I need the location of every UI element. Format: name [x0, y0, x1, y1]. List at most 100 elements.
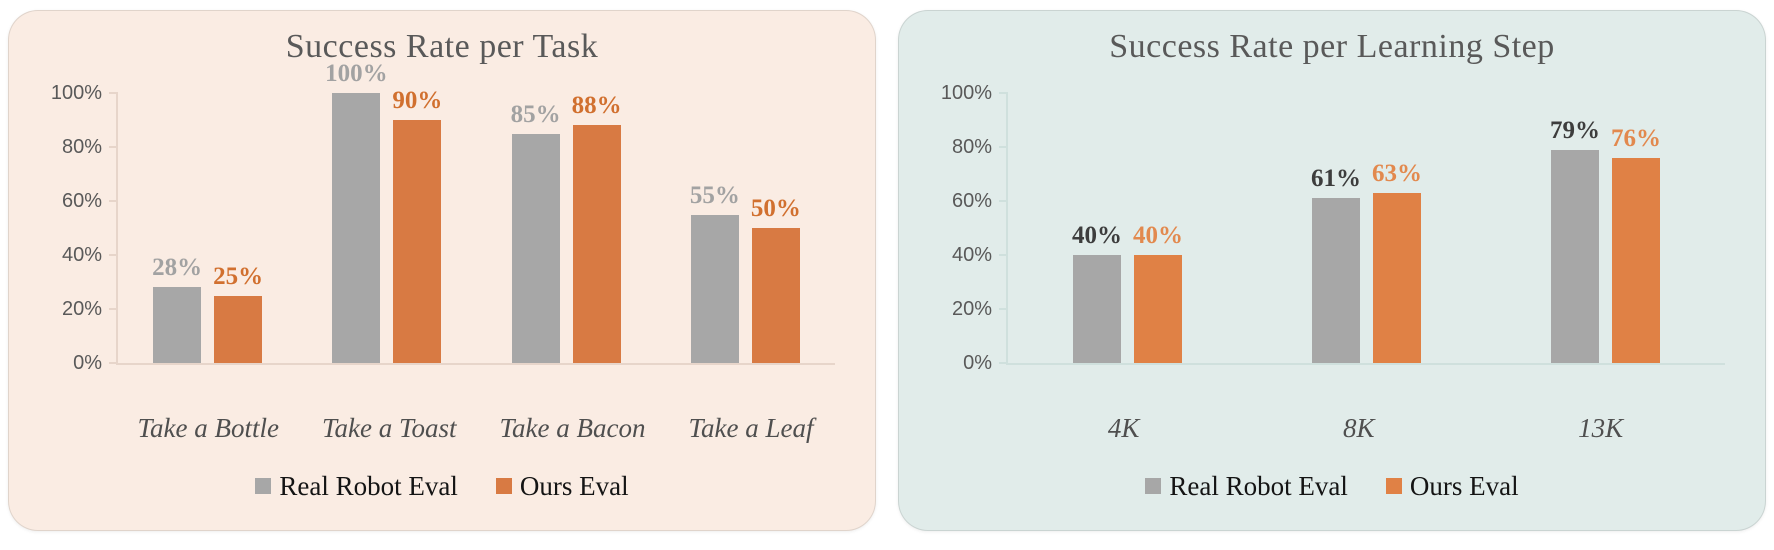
bar	[393, 120, 442, 363]
legend-label: Real Robot Eval	[279, 471, 458, 501]
y-axis-tick-mark	[999, 362, 1008, 364]
bar	[751, 228, 800, 363]
x-axis-labels: Take a Bottle Take a Toast Take a Bacon Tak…	[116, 411, 835, 445]
y-axis-tick-label: 20%	[61, 298, 102, 320]
legend: Real Robot Eval Ours Eval	[899, 471, 1765, 501]
y-axis-tick-mark	[999, 308, 1008, 310]
bar-slot: 61%	[1311, 93, 1361, 363]
bar-group: 79% 76%	[1550, 93, 1661, 363]
bar-chart-success-rate-per-task: 0% 20% 40% 60% 80% 100% 28% 25% 100% 90% 85% 88% 55…	[9, 61, 875, 501]
legend-item: Real Robot Eval	[255, 471, 458, 501]
y-axis-tick-label: 80%	[61, 136, 102, 158]
bar-slot: 50%	[750, 93, 801, 363]
bar-group: 85% 88%	[510, 92, 622, 363]
y-axis-tick-label: 60%	[951, 190, 992, 212]
bar-data-label: 25%	[213, 262, 264, 290]
bar-chart-success-rate-per-learning-step: 0% 20% 40% 60% 80% 100% 40% 40% 61% 63% 79% 76% 4K…	[899, 83, 1765, 501]
bar-group: 55% 50%	[689, 93, 801, 363]
y-axis-tick-mark	[109, 146, 118, 148]
chart-title: Success Rate per Task	[285, 28, 599, 65]
bar	[1373, 192, 1421, 363]
bar-group: 40% 40%	[1072, 93, 1183, 363]
y-axis-tick-label: 40%	[951, 244, 992, 266]
legend-label: Ours Eval	[1409, 471, 1519, 501]
y-axis-tick-label: 100%	[50, 82, 102, 104]
bar	[1312, 198, 1360, 363]
bar-data-label: 50%	[750, 195, 801, 222]
y-axis-tick-mark	[109, 92, 118, 94]
x-axis-category-label: Take a Leaf	[688, 413, 814, 443]
y-axis-tick-mark	[109, 200, 118, 202]
bar-groups: 28% 25% 100% 90% 85% 88% 55% 50%	[118, 61, 835, 363]
bar-group: 28% 25%	[152, 93, 264, 363]
bar-slot: 79%	[1550, 93, 1600, 363]
legend-item: Ours Eval	[1385, 471, 1519, 501]
bar-slot: 88%	[571, 92, 622, 363]
bar-slot: 28%	[152, 93, 203, 363]
y-axis-tick-mark	[999, 254, 1008, 256]
x-axis-category-label: 4K	[1107, 413, 1140, 443]
x-axis-category-label: 13K	[1578, 413, 1624, 443]
bar-slot: 25%	[213, 93, 264, 363]
legend-item: Ours Eval	[495, 471, 629, 501]
bar-groups: 40% 40% 61% 63% 79% 76%	[1008, 93, 1725, 363]
bar-data-label: 90%	[392, 87, 443, 114]
plot-area: 0% 20% 40% 60% 80% 100% 40% 40% 61% 63% 79% 76%	[941, 83, 1725, 373]
bar-data-label: 28%	[152, 254, 203, 282]
legend-swatch-icon	[255, 478, 272, 494]
chart-title: Success Rate per Learning Step	[1109, 28, 1555, 65]
chart-card-success-rate-per-task: Success Rate per Task 0% 20% 40% 60% 80% 100%…	[8, 10, 876, 531]
bar-data-label: 100%	[325, 60, 388, 87]
bar-group: 61% 63%	[1311, 93, 1422, 363]
y-axis-tick-label: 60%	[61, 190, 102, 212]
y-axis-tick-label: 80%	[951, 136, 992, 158]
bar-slot: 85%	[510, 93, 561, 363]
bar-data-label: 76%	[1611, 124, 1661, 152]
x-axis-labels: 4K 8K 13K	[1006, 411, 1725, 445]
x-axis-category-label: Take a Toast	[321, 413, 457, 443]
y-axis-tick-label: 0%	[963, 352, 992, 374]
y-axis-tick-mark	[999, 200, 1008, 202]
bar-slot: 63%	[1372, 93, 1422, 363]
x-axis-category-label: Take a Bacon	[499, 413, 646, 443]
y-axis-tick-label: 0%	[73, 352, 102, 374]
legend: Real Robot Eval Ours Eval	[9, 471, 875, 501]
chart-card-success-rate-per-learning-step: Success Rate per Learning Step 0% 20% 40% 6…	[898, 10, 1766, 531]
bar-data-label: 85%	[510, 100, 561, 128]
y-axis-tick-mark	[999, 92, 1008, 94]
bar	[153, 287, 202, 363]
bar	[332, 93, 381, 363]
bar-slot: 40%	[1133, 93, 1183, 363]
bar	[1612, 157, 1660, 363]
y-axis-tick-label: 20%	[951, 298, 992, 320]
y-axis-tick-label: 40%	[61, 244, 102, 266]
x-axis-category-label: Take a Bottle	[137, 413, 279, 443]
legend-swatch-icon	[1145, 478, 1162, 494]
bar-slot: 76%	[1611, 93, 1661, 363]
bar	[572, 125, 621, 363]
bar	[511, 133, 560, 363]
bar	[1551, 149, 1599, 363]
legend-item: Real Robot Eval	[1145, 471, 1348, 501]
y-axis-tick-mark	[109, 254, 118, 256]
x-axis-category-label: 8K	[1342, 413, 1375, 443]
bar-slot: 90%	[392, 88, 442, 363]
bar-data-label: 55%	[689, 181, 740, 209]
legend-label: Real Robot Eval	[1169, 471, 1348, 501]
bar-slot: 40%	[1072, 93, 1122, 363]
y-axis-tick-label: 100%	[940, 82, 992, 104]
y-axis-tick-mark	[109, 362, 118, 364]
bar-slot: 100%	[325, 61, 388, 363]
bar-data-label: 88%	[571, 92, 622, 120]
bar-data-label: 61%	[1311, 165, 1361, 193]
bar-data-label: 40%	[1133, 222, 1183, 249]
bar-data-label: 63%	[1372, 159, 1422, 187]
bar	[1134, 255, 1182, 363]
y-axis-tick-mark	[109, 308, 118, 310]
bar	[690, 214, 739, 363]
bar-slot: 55%	[689, 93, 740, 363]
bar-data-label: 40%	[1072, 222, 1122, 249]
y-axis-tick-mark	[999, 146, 1008, 148]
bar	[1073, 255, 1121, 363]
